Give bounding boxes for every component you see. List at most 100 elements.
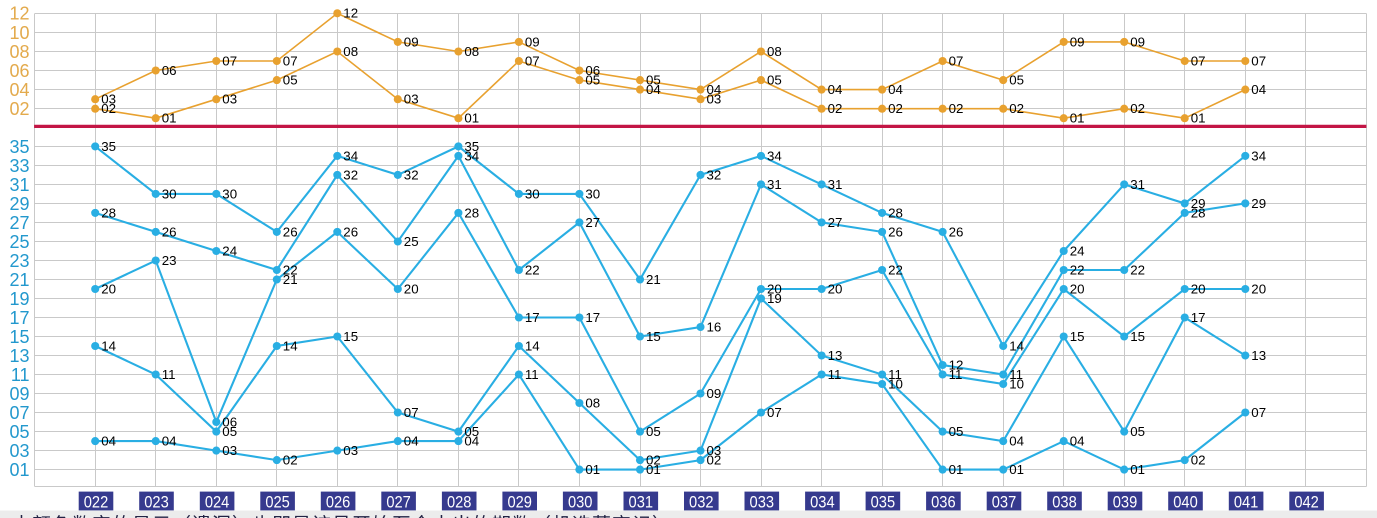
svg-text:024: 024 (205, 492, 230, 511)
svg-text:02: 02 (949, 101, 964, 116)
svg-text:037: 037 (992, 492, 1017, 511)
svg-text:22: 22 (888, 262, 903, 277)
svg-text:041: 041 (1234, 492, 1259, 511)
svg-text:01: 01 (646, 462, 661, 477)
svg-text:01: 01 (585, 462, 600, 477)
svg-text:26: 26 (283, 224, 298, 239)
svg-text:12: 12 (343, 6, 358, 21)
svg-text:07: 07 (404, 405, 419, 420)
svg-text:09: 09 (9, 384, 29, 404)
svg-text:22: 22 (525, 262, 540, 277)
svg-text:033: 033 (750, 492, 775, 511)
svg-text:23: 23 (162, 253, 177, 268)
svg-text:20: 20 (1070, 281, 1085, 296)
svg-text:026: 026 (326, 492, 351, 511)
svg-text:038: 038 (1052, 492, 1077, 511)
svg-text:11: 11 (162, 367, 176, 382)
svg-text:06: 06 (222, 414, 237, 429)
svg-text:04: 04 (888, 82, 903, 97)
svg-text:04: 04 (1251, 82, 1266, 97)
svg-text:34: 34 (1251, 148, 1266, 163)
svg-text:12: 12 (9, 4, 29, 24)
svg-text:13: 13 (1251, 348, 1266, 363)
svg-text:03: 03 (707, 443, 722, 458)
svg-text:11: 11 (888, 367, 902, 382)
svg-text:04: 04 (162, 434, 177, 449)
svg-text:029: 029 (507, 492, 532, 511)
svg-text:02: 02 (1009, 101, 1024, 116)
svg-text:20: 20 (404, 281, 419, 296)
svg-text:03: 03 (404, 92, 419, 107)
svg-text:25: 25 (404, 234, 419, 249)
svg-text:04: 04 (707, 82, 722, 97)
svg-text:02: 02 (283, 453, 298, 468)
svg-text:10: 10 (9, 23, 29, 43)
svg-text:19: 19 (767, 291, 782, 306)
svg-text:25: 25 (9, 232, 29, 252)
svg-text:01: 01 (1130, 462, 1145, 477)
svg-text:05: 05 (222, 424, 237, 439)
svg-text:19: 19 (9, 289, 29, 309)
svg-text:20: 20 (767, 281, 782, 296)
svg-text:027: 027 (386, 492, 411, 511)
svg-text:04: 04 (828, 82, 843, 97)
svg-text:24: 24 (222, 243, 237, 258)
svg-text:02: 02 (9, 99, 29, 119)
svg-text:29: 29 (9, 194, 29, 214)
svg-text:06: 06 (162, 63, 177, 78)
svg-text:04: 04 (1070, 434, 1085, 449)
svg-text:20: 20 (1191, 281, 1206, 296)
svg-text:21: 21 (646, 272, 661, 287)
svg-text:05: 05 (283, 73, 298, 88)
svg-text:26: 26 (343, 224, 358, 239)
svg-text:07: 07 (9, 403, 29, 423)
svg-text:35: 35 (464, 139, 479, 154)
svg-text:26: 26 (888, 224, 903, 239)
svg-text:02: 02 (707, 453, 722, 468)
svg-text:20: 20 (828, 281, 843, 296)
svg-text:07: 07 (1251, 53, 1266, 68)
svg-text:02: 02 (828, 101, 843, 116)
svg-text:15: 15 (646, 329, 661, 344)
svg-text:05: 05 (949, 424, 964, 439)
svg-text:08: 08 (343, 44, 358, 59)
svg-text:11: 11 (11, 365, 30, 385)
svg-text:03: 03 (343, 443, 358, 458)
svg-text:02: 02 (101, 101, 116, 116)
svg-text:039: 039 (1113, 492, 1138, 511)
svg-text:05: 05 (585, 73, 600, 88)
svg-text:07: 07 (767, 405, 782, 420)
svg-text:26: 26 (949, 224, 964, 239)
svg-text:14: 14 (1009, 338, 1024, 353)
svg-text:30: 30 (162, 186, 177, 201)
svg-text:031: 031 (629, 492, 654, 511)
svg-text:04: 04 (646, 82, 661, 97)
svg-text:28: 28 (888, 205, 903, 220)
svg-text:05: 05 (646, 424, 661, 439)
svg-text:31: 31 (1130, 177, 1145, 192)
svg-text:03: 03 (222, 443, 237, 458)
svg-text:29: 29 (1191, 196, 1206, 211)
svg-text:04: 04 (404, 434, 419, 449)
svg-text:21: 21 (283, 272, 298, 287)
svg-text:03: 03 (222, 92, 237, 107)
svg-text:27: 27 (585, 215, 600, 230)
svg-text:15: 15 (9, 327, 29, 347)
svg-text:14: 14 (101, 338, 116, 353)
svg-text:04: 04 (9, 80, 29, 100)
svg-text:08: 08 (767, 44, 782, 59)
svg-text:01: 01 (9, 460, 29, 480)
svg-text:05: 05 (767, 73, 782, 88)
svg-text:07: 07 (949, 53, 964, 68)
svg-text:030: 030 (568, 492, 593, 511)
svg-text:14: 14 (525, 338, 540, 353)
svg-text:01: 01 (162, 111, 177, 126)
svg-text:05: 05 (464, 424, 479, 439)
svg-text:07: 07 (525, 53, 540, 68)
svg-text:22: 22 (283, 262, 298, 277)
svg-text:023: 023 (144, 492, 169, 511)
svg-text:11: 11 (949, 367, 963, 382)
svg-text:08: 08 (585, 395, 600, 410)
svg-text:09: 09 (404, 34, 419, 49)
svg-text:31: 31 (9, 175, 29, 195)
